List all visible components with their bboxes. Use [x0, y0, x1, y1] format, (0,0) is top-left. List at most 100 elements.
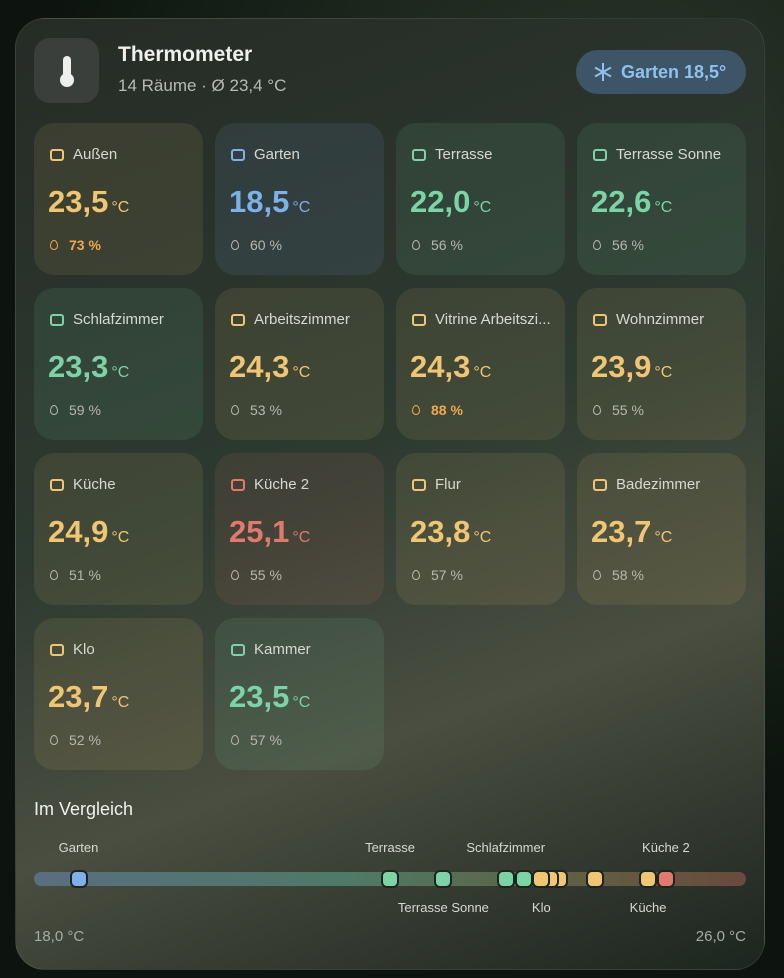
- temp-value: 23,5: [48, 184, 109, 219]
- humidity-icon: [231, 240, 239, 250]
- room-tile[interactable]: Küche 2 25,1 °C 55 %: [215, 453, 384, 605]
- dot-label: Terrasse Sonne: [397, 900, 489, 915]
- room-temp: 24,9 °C: [48, 514, 129, 550]
- temp-unit: °C: [292, 529, 311, 546]
- room-temp: 23,7 °C: [591, 514, 672, 550]
- room-humidity: 57 %: [250, 732, 282, 748]
- room-name: Schlafzimmer: [73, 311, 164, 328]
- room-temp: 22,0 °C: [410, 184, 491, 220]
- room-tile[interactable]: Kammer 23,5 °C 57 %: [215, 618, 384, 770]
- room-icon: [50, 314, 64, 326]
- scale-min: 18,0 °C: [34, 928, 85, 945]
- temp-unit: °C: [473, 364, 492, 381]
- room-tile[interactable]: Flur 23,8 °C 57 %: [396, 453, 565, 605]
- badge-text: Garten 18,5°: [621, 62, 727, 82]
- room-humidity: 60 %: [250, 237, 282, 253]
- room-tile[interactable]: Klo 23,7 °C 52 %: [34, 618, 203, 770]
- room-temp: 23,7 °C: [48, 679, 129, 715]
- scale-max: 26,0 °C: [695, 928, 746, 945]
- temp-unit: °C: [473, 199, 492, 216]
- temp-unit: °C: [111, 694, 130, 711]
- dot-label: Küche 2: [642, 840, 690, 855]
- thermometer-icon: [60, 56, 74, 87]
- room-temp: 18,5 °C: [229, 184, 310, 220]
- room-tile[interactable]: Wohnzimmer 23,9 °C 55 %: [577, 288, 746, 440]
- room-humidity: 57 %: [431, 567, 463, 583]
- subtitle: 14 Räume · Ø 23,4 °C: [118, 76, 287, 95]
- temp-dot: [585, 870, 604, 888]
- temp-unit: °C: [292, 364, 311, 381]
- dot-label: Klo: [531, 900, 551, 915]
- room-icon: [231, 149, 245, 161]
- temp-unit: °C: [111, 529, 130, 546]
- dot-label: Schlafzimmer: [466, 840, 546, 855]
- room-name: Kammer: [254, 641, 311, 658]
- temp-unit: °C: [292, 694, 311, 711]
- header-icon: [34, 38, 99, 103]
- humidity-icon: [412, 570, 420, 580]
- temp-unit: °C: [111, 199, 130, 216]
- room-tile[interactable]: Garten 18,5 °C 60 %: [215, 123, 384, 275]
- room-humidity: 51 %: [69, 567, 101, 583]
- temp-value: 18,5: [229, 184, 290, 219]
- room-tile[interactable]: Schlafzimmer 23,3 °C 59 %: [34, 288, 203, 440]
- room-name: Arbeitszimmer: [254, 311, 350, 328]
- room-name: Klo: [73, 641, 95, 658]
- room-humidity: 88 %: [431, 402, 463, 418]
- room-humidity: 56 %: [431, 237, 463, 253]
- room-tile[interactable]: Küche 24,9 °C 51 %: [34, 453, 203, 605]
- humidity-icon: [412, 405, 420, 415]
- room-name: Wohnzimmer: [616, 311, 705, 328]
- room-name: Terrasse Sonne: [616, 146, 722, 163]
- humidity-icon: [231, 735, 239, 745]
- title: Thermometer: [118, 43, 253, 66]
- temp-unit: °C: [654, 364, 673, 381]
- temp-value: 22,6: [591, 184, 652, 219]
- dot-label: Terrasse: [365, 840, 415, 855]
- room-name: Außen: [73, 146, 118, 163]
- humidity-icon: [231, 405, 239, 415]
- room-humidity: 55 %: [250, 567, 282, 583]
- room-icon: [50, 644, 64, 656]
- room-icon: [412, 479, 426, 491]
- humidity-icon: [50, 735, 58, 745]
- room-icon: [593, 149, 607, 161]
- room-icon: [593, 479, 607, 491]
- temp-value: 23,7: [48, 679, 109, 714]
- temp-value: 23,3: [48, 349, 109, 384]
- room-humidity: 55 %: [612, 402, 644, 418]
- temp-dot: [532, 870, 551, 888]
- room-tile[interactable]: Außen 23,5 °C 73 %: [34, 123, 203, 275]
- room-icon: [231, 314, 245, 326]
- room-icon: [50, 149, 64, 161]
- temp-value: 23,8: [410, 514, 471, 549]
- temp-value: 23,5: [229, 679, 290, 714]
- humidity-icon: [412, 240, 420, 250]
- humidity-icon: [593, 570, 601, 580]
- humidity-icon: [593, 405, 601, 415]
- temp-unit: °C: [292, 199, 311, 216]
- temp-value: 22,0: [410, 184, 471, 219]
- room-tile[interactable]: Terrasse Sonne 22,6 °C 56 %: [577, 123, 746, 275]
- temp-value: 24,3: [229, 349, 290, 384]
- room-tile[interactable]: Terrasse 22,0 °C 56 %: [396, 123, 565, 275]
- snow-icon: [594, 63, 612, 81]
- room-name: Terrasse: [435, 146, 493, 163]
- room-temp: 23,5 °C: [229, 679, 310, 715]
- room-temp: 22,6 °C: [591, 184, 672, 220]
- temp-dot: [381, 870, 399, 888]
- temp-unit: °C: [473, 529, 492, 546]
- room-tile[interactable]: Arbeitszimmer 24,3 °C 53 %: [215, 288, 384, 440]
- coldest-badge[interactable]: Garten 18,5°: [576, 50, 746, 94]
- temp-unit: °C: [654, 199, 673, 216]
- room-temp: 24,3 °C: [229, 349, 310, 385]
- room-temp: 23,5 °C: [48, 184, 129, 220]
- temp-dot: [514, 870, 533, 888]
- humidity-icon: [231, 570, 239, 580]
- humidity-icon: [50, 405, 58, 415]
- room-temp: 23,9 °C: [591, 349, 672, 385]
- room-tile[interactable]: Vitrine Arbeitszi... 24,3 °C 88 %: [396, 288, 565, 440]
- room-tile[interactable]: Badezimmer 23,7 °C 58 %: [577, 453, 746, 605]
- temp-value: 23,7: [591, 514, 652, 549]
